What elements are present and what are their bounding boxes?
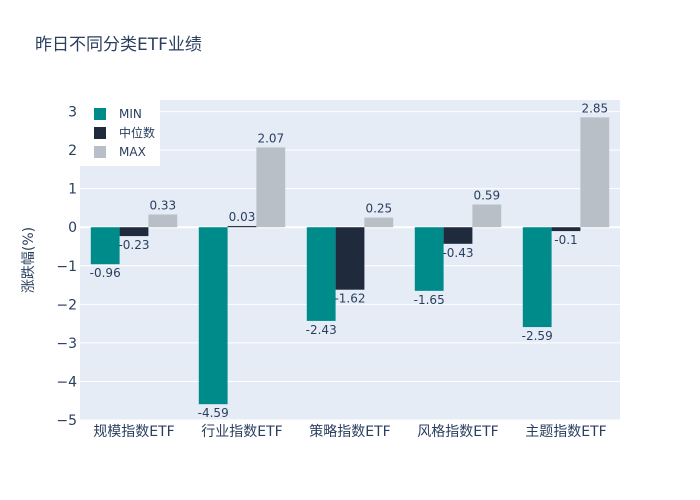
data-label: -4.59	[198, 406, 229, 420]
x-tick-label: 主题指数ETF	[525, 424, 606, 440]
legend-label[interactable]: MAX	[119, 145, 146, 159]
y-axis-label: 涨跌幅(%)	[21, 227, 37, 293]
bar	[414, 227, 444, 291]
data-label: -0.1	[554, 233, 577, 247]
bar	[148, 214, 178, 228]
data-label: -2.59	[522, 329, 553, 343]
data-label: -1.65	[414, 293, 445, 307]
bar	[522, 227, 552, 328]
y-tick-label: 2	[68, 143, 77, 159]
bar	[198, 227, 228, 405]
legend-label[interactable]: MIN	[119, 107, 142, 121]
bar	[119, 227, 149, 237]
y-tick-label: 3	[68, 105, 77, 121]
legend-label[interactable]: 中位数	[119, 125, 155, 140]
data-label: 0.03	[229, 210, 256, 224]
legend-box	[80, 100, 160, 166]
legend-swatch[interactable]	[94, 146, 106, 158]
y-tick-label: −2	[56, 297, 77, 313]
legend-swatch[interactable]	[94, 108, 106, 120]
data-label: 2.85	[581, 101, 608, 115]
y-tick-label: −3	[56, 336, 77, 352]
data-label: -1.62	[334, 292, 365, 306]
y-tick-label: −5	[56, 413, 77, 429]
data-label: -0.23	[118, 238, 149, 252]
x-tick-label: 策略指数ETF	[309, 423, 390, 440]
y-axis-ticks: 3 2 1 0 −1 −2 −3 −4 −5	[56, 105, 77, 429]
bar	[227, 226, 257, 228]
bar	[90, 227, 120, 265]
y-tick-label: 0	[68, 220, 77, 236]
bar	[443, 227, 473, 244]
data-label: 0.33	[149, 199, 176, 213]
x-tick-label: 行业指数ETF	[201, 424, 282, 440]
data-label: 0.59	[473, 188, 500, 202]
data-label: -0.43	[442, 246, 473, 260]
chart-title: 昨日不同分类ETF业绩	[35, 35, 202, 55]
y-tick-label: −4	[56, 374, 77, 390]
bar	[580, 117, 610, 228]
legend: MIN 中位数 MAX	[80, 100, 160, 166]
bars	[90, 117, 610, 405]
x-tick-label: 风格指数ETF	[417, 424, 498, 440]
data-label: -0.96	[90, 266, 121, 280]
bar	[256, 147, 286, 228]
data-label: 2.07	[257, 131, 284, 145]
bar	[551, 227, 581, 232]
bar	[306, 227, 336, 321]
y-tick-label: 1	[68, 182, 77, 198]
y-tick-label: −1	[56, 259, 77, 275]
x-axis-ticks: 规模指数ETF 行业指数ETF 策略指数ETF 风格指数ETF 主题指数ETF	[93, 423, 606, 440]
bar	[335, 227, 365, 290]
data-label: 0.25	[365, 202, 392, 216]
bar	[364, 217, 394, 228]
legend-swatch[interactable]	[94, 127, 106, 139]
data-labels: -0.96 -0.23 0.33 -4.59 0.03 2.07 -2.43 -1.62 0.2…	[90, 101, 608, 420]
bar	[472, 204, 502, 228]
data-label: -2.43	[306, 323, 337, 337]
x-tick-label: 规模指数ETF	[93, 424, 174, 440]
